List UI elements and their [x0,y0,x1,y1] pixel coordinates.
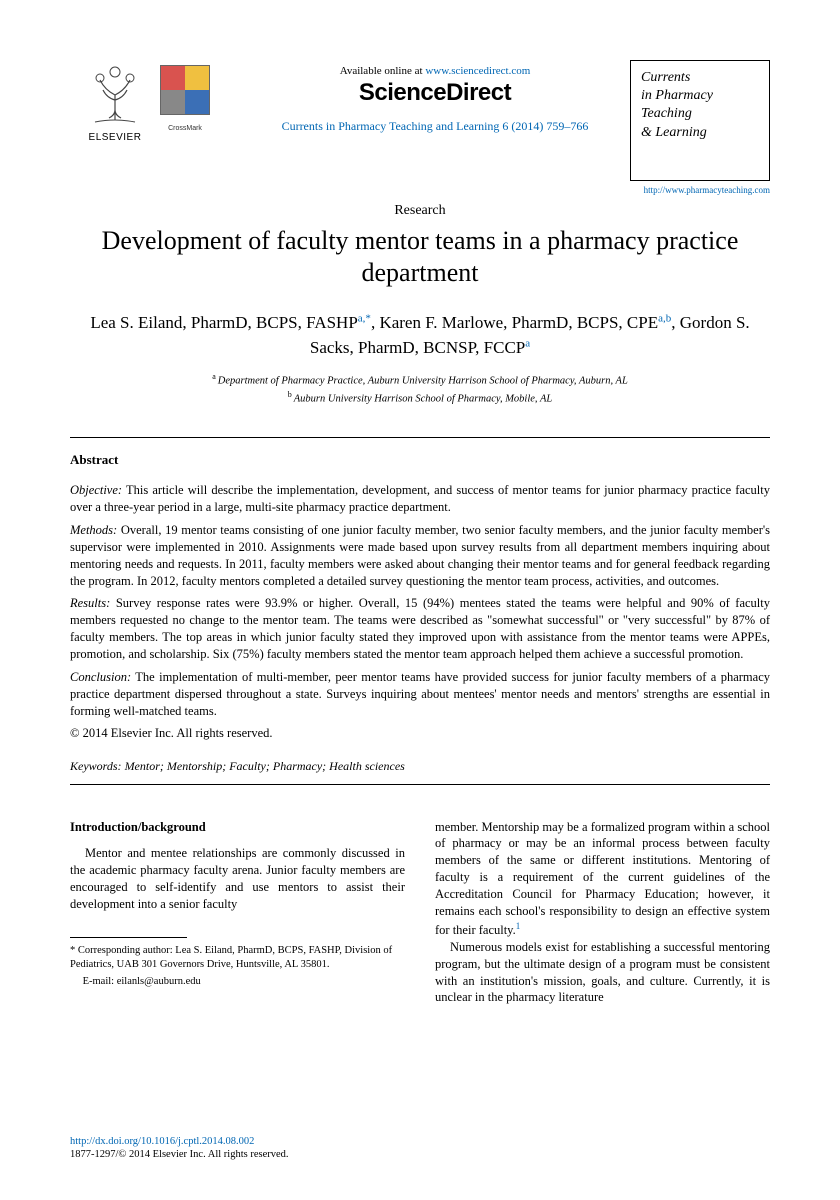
abstract-heading: Abstract [70,452,770,468]
intro-para-1a: Mentor and mentee relationships are comm… [70,845,405,913]
citation-line[interactable]: Currents in Pharmacy Teaching and Learni… [240,119,630,134]
abstract-objective: Objective: This article will describe th… [70,482,770,516]
journal-box: Currents in Pharmacy Teaching & Learning… [630,60,770,195]
ref-1[interactable]: 1 [516,921,521,931]
section-heading: Introduction/background [70,819,405,836]
sciencedirect-logo: ScienceDirect [240,79,630,107]
crossmark-block[interactable]: CrossMark [160,65,210,132]
intro-para-2: Numerous models exist for establishing a… [435,939,770,1007]
column-left: Introduction/background Mentor and mente… [70,819,405,1007]
crossmark-label: CrossMark [160,125,210,132]
corresponding-email: E-mail: eilanls@auburn.edu [70,975,405,989]
abstract-results: Results: Survey response rates were 93.9… [70,595,770,663]
page-footer: http://dx.doi.org/10.1016/j.cptl.2014.08… [70,1135,289,1162]
footnote-separator [70,937,187,938]
affiliations: a Department of Pharmacy Practice, Aubur… [70,371,770,407]
sciencedirect-link[interactable]: www.sciencedirect.com [425,65,530,77]
column-right: member. Mentorship may be a formalized p… [435,819,770,1007]
corresponding-author: * Corresponding author: Lea S. Eiland, P… [70,944,405,971]
abstract-conclusion: Conclusion: The implementation of multi-… [70,669,770,720]
crossmark-icon [160,65,210,115]
journal-url[interactable]: http://www.pharmacyteaching.com [630,185,770,195]
article-title: Development of faculty mentor teams in a… [100,225,740,290]
intro-para-1b: member. Mentorship may be a formalized p… [435,819,770,939]
abstract-copyright: © 2014 Elsevier Inc. All rights reserved… [70,726,770,741]
keywords: Keywords: Mentor; Mentorship; Faculty; P… [70,759,770,774]
rule-bottom [70,784,770,785]
elsevier-label: ELSEVIER [89,132,142,143]
authors: Lea S. Eiland, PharmD, BCPS, FASHPa,*, K… [70,310,770,361]
header: ELSEVIER CrossMark [70,60,770,195]
article-type: Research [70,203,770,219]
abstract-methods: Methods: Overall, 19 mentor teams consis… [70,522,770,590]
issn-copyright: 1877-1297/© 2014 Elsevier Inc. All right… [70,1148,289,1162]
doi-link[interactable]: http://dx.doi.org/10.1016/j.cptl.2014.08… [70,1135,289,1149]
rule-top [70,437,770,438]
available-online: Available online at www.sciencedirect.co… [240,65,630,77]
journal-title: Currents in Pharmacy Teaching & Learning [641,69,759,142]
publisher-logo-block: ELSEVIER [70,60,160,143]
elsevier-tree-icon [85,60,145,130]
header-center: CrossMark Available online at www.scienc… [160,60,630,134]
body-columns: Introduction/background Mentor and mente… [70,819,770,1007]
